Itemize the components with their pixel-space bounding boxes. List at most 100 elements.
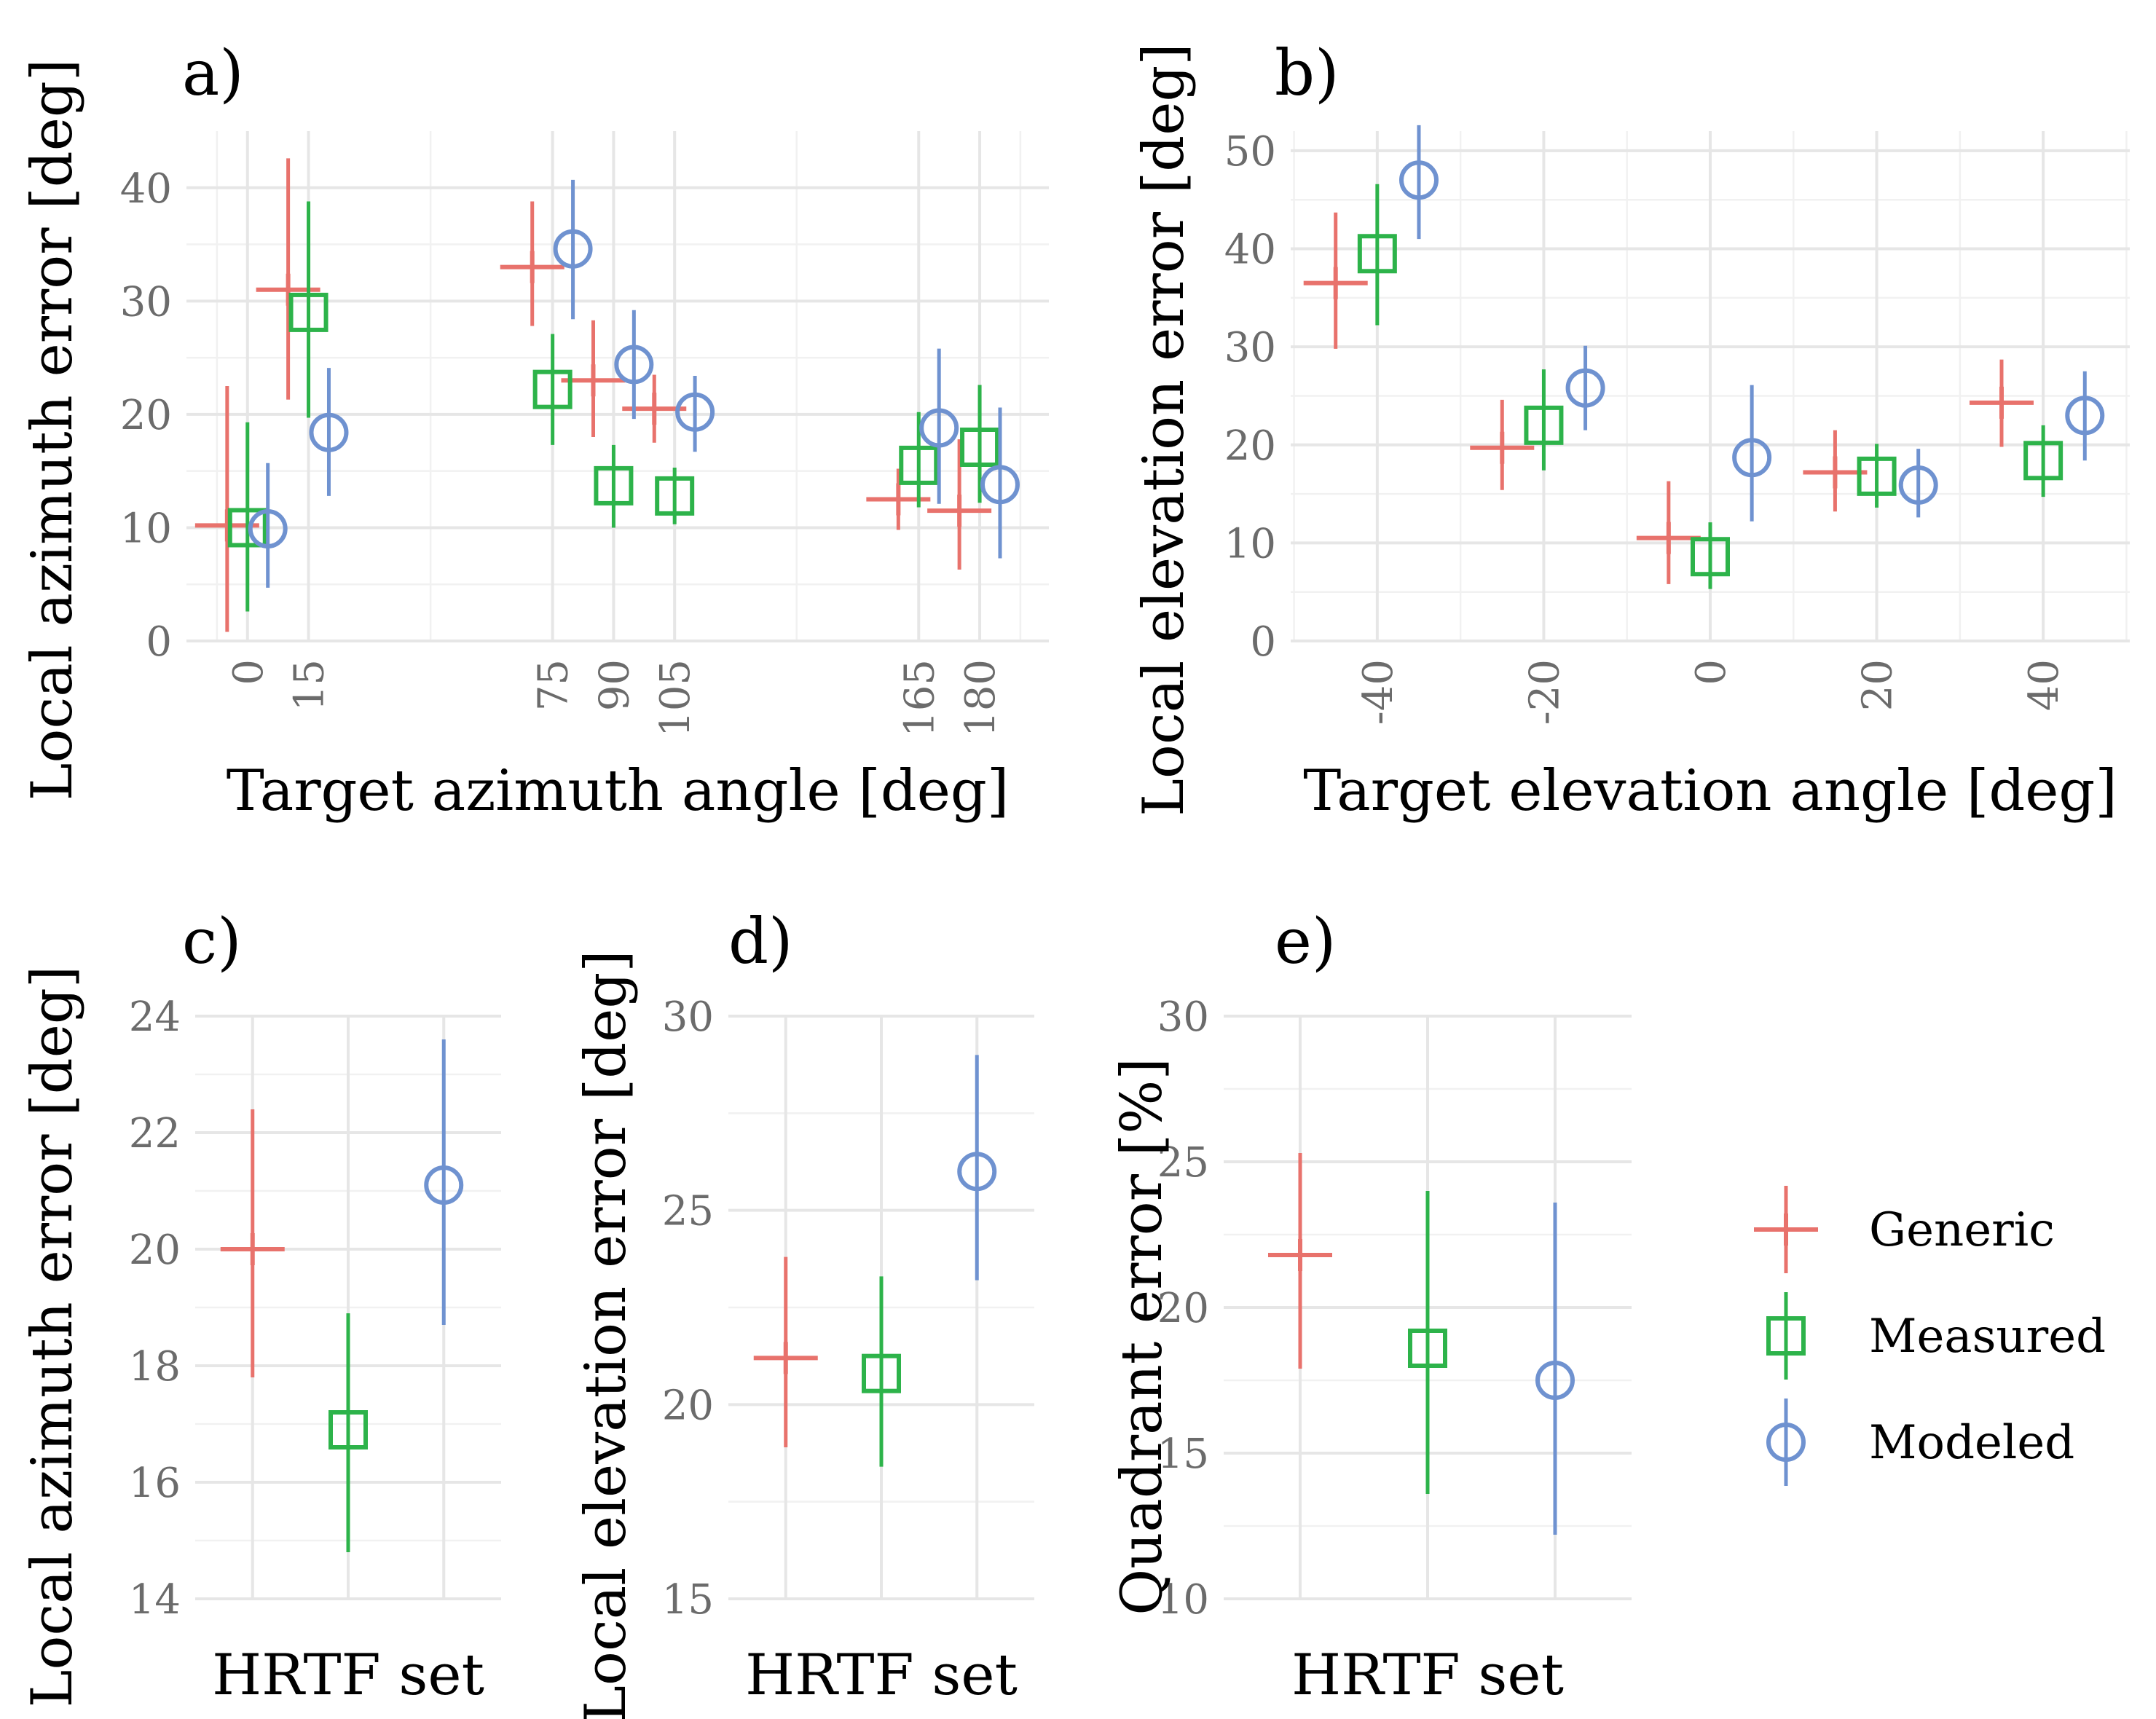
y-tick-label: 0 bbox=[1250, 618, 1276, 666]
y-tick-label: 30 bbox=[120, 278, 172, 326]
panel-c: 14 16 18 20 22 24c) HRTF set Local azimuth erro… bbox=[20, 905, 501, 1708]
data-point bbox=[500, 251, 564, 283]
x-tick-label: 75 bbox=[530, 659, 578, 711]
y-tick-label: 0 bbox=[146, 618, 172, 666]
y-tick-label: 20 bbox=[662, 1382, 714, 1429]
data-point bbox=[957, 1152, 997, 1192]
series-measured bbox=[862, 1276, 901, 1467]
y-tick-label: 50 bbox=[1224, 128, 1276, 176]
data-point bbox=[927, 495, 992, 527]
data-point bbox=[614, 345, 654, 385]
data-point bbox=[1524, 405, 1564, 445]
data-point bbox=[980, 465, 1020, 505]
data-point bbox=[594, 465, 634, 506]
series-modeled bbox=[1399, 125, 2105, 522]
series-modeled bbox=[424, 1039, 464, 1325]
data-point bbox=[220, 1233, 285, 1265]
data-point bbox=[1470, 431, 1535, 464]
series-measured bbox=[227, 201, 1000, 612]
panel-e: 10 15 20 25 30 e) HRTF set Quadrant error [%] bbox=[1109, 905, 1632, 1708]
x-axis-title: Target elevation angle [deg] bbox=[1303, 758, 2117, 824]
y-axis-title: Quadrant error [%] bbox=[1109, 1058, 1175, 1616]
x-axis-title: HRTF set bbox=[212, 1643, 484, 1708]
data-point bbox=[309, 412, 349, 452]
y-tick-label: 20 bbox=[129, 1227, 181, 1274]
x-tick-label: 105 bbox=[652, 659, 699, 737]
series-generic bbox=[1303, 212, 2034, 584]
x-tick-label: 180 bbox=[957, 659, 1004, 737]
y-tick-label: 30 bbox=[1224, 324, 1276, 371]
x-tick-label: 15 bbox=[286, 659, 334, 711]
legend-item-measured: Measured bbox=[1766, 1292, 2106, 1380]
y-tick-label: 20 bbox=[1157, 1285, 1209, 1332]
y-tick-label: 10 bbox=[120, 505, 172, 552]
data-point bbox=[1399, 160, 1439, 200]
grid-b bbox=[1291, 131, 2130, 642]
data-point bbox=[424, 1165, 464, 1205]
series-modeled bbox=[248, 179, 1020, 588]
data-point bbox=[248, 509, 288, 548]
y-tick-label: 10 bbox=[1157, 1576, 1209, 1624]
data-point bbox=[1732, 438, 1772, 478]
y-tick-label: 25 bbox=[662, 1188, 714, 1235]
legend-key-circle-icon bbox=[1766, 1423, 1806, 1462]
data-point bbox=[1535, 1361, 1575, 1400]
panel-label: e) bbox=[1275, 905, 1336, 978]
data-point bbox=[328, 1410, 368, 1449]
data-point bbox=[1970, 386, 2034, 419]
series-measured bbox=[1408, 1191, 1447, 1494]
y-tick-label: 14 bbox=[129, 1576, 181, 1624]
data-point bbox=[753, 1342, 818, 1374]
y-axis-title: Local azimuth error [deg] bbox=[20, 59, 85, 801]
y-tick-label: 40 bbox=[1224, 227, 1276, 274]
x-axis-title: Target azimuth angle [deg] bbox=[227, 758, 1010, 824]
panel-label: c) bbox=[182, 905, 242, 978]
series-modeled bbox=[1535, 1203, 1575, 1535]
panel-label: b) bbox=[1275, 37, 1339, 110]
data-point bbox=[1268, 1239, 1332, 1271]
y-axis-title: Local elevation error [deg] bbox=[1131, 43, 1197, 816]
x-axis-title: HRTF set bbox=[1291, 1643, 1564, 1708]
data-point bbox=[1357, 234, 1397, 274]
data-point bbox=[1803, 456, 1868, 489]
data-point bbox=[1408, 1329, 1447, 1368]
x-tick-label: 90 bbox=[591, 659, 638, 711]
data-point bbox=[1857, 456, 1897, 496]
grid-a bbox=[186, 131, 1049, 642]
legend-key-cross-icon bbox=[1754, 1213, 1818, 1246]
x-tick-label: 40 bbox=[2021, 659, 2068, 711]
data-point bbox=[960, 428, 1000, 467]
series-generic bbox=[220, 1109, 285, 1377]
x-tick-label: 20 bbox=[1854, 659, 1902, 711]
data-point bbox=[2023, 441, 2063, 481]
series-generic bbox=[753, 1256, 818, 1447]
y-tick-label: 15 bbox=[662, 1576, 714, 1624]
legend: Generic Measured Modeled bbox=[1754, 1186, 2106, 1486]
series-measured bbox=[328, 1313, 368, 1552]
grid-e bbox=[1224, 1015, 1632, 1600]
x-axis-title: HRTF set bbox=[745, 1643, 1018, 1708]
panel-label: d) bbox=[728, 905, 793, 978]
data-point bbox=[899, 445, 939, 485]
data-point bbox=[866, 483, 931, 516]
x-tick-label: 0 bbox=[1688, 659, 1735, 685]
legend-key-square-icon bbox=[1766, 1316, 1806, 1356]
series-modeled bbox=[957, 1055, 997, 1281]
legend-item-modeled: Modeled bbox=[1766, 1399, 2074, 1486]
data-point bbox=[227, 508, 267, 548]
data-point bbox=[655, 476, 695, 516]
panel-label: a) bbox=[182, 37, 244, 110]
data-point bbox=[1565, 368, 1605, 408]
y-tick-label: 20 bbox=[1224, 422, 1276, 470]
legend-label: Measured bbox=[1869, 1310, 2106, 1364]
x-tick-label: -40 bbox=[1355, 659, 1402, 725]
data-point bbox=[1691, 537, 1730, 577]
y-tick-label: 30 bbox=[1157, 994, 1209, 1041]
y-tick-label: 30 bbox=[662, 994, 714, 1041]
data-point bbox=[1303, 267, 1368, 299]
y-tick-label: 25 bbox=[1157, 1139, 1209, 1187]
y-tick-label: 40 bbox=[120, 165, 172, 213]
y-axis-title: Local elevation error [deg] bbox=[573, 950, 639, 1719]
y-tick-label: 22 bbox=[129, 1110, 181, 1157]
